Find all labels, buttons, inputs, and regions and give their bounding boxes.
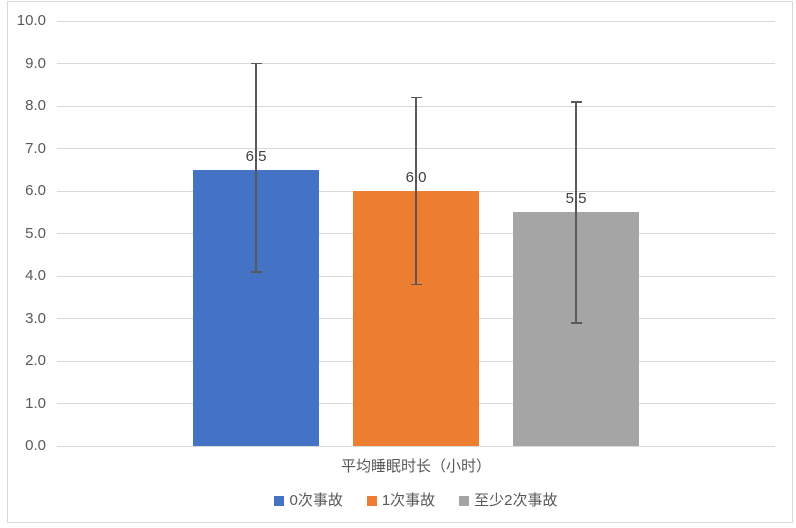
plot-area: 6.5 6.0 5.5 [57,20,775,447]
y-tick-label: 10.0 [16,12,46,29]
error-bar-cap [250,62,262,65]
error-bar-cap [570,322,582,324]
y-tick-label: 6.0 [25,182,46,199]
gridline [57,20,775,22]
y-tick-label: 9.0 [25,54,46,72]
y-tick-label: 1.0 [25,394,46,412]
data-label: 6.0 [405,169,427,186]
legend: 0次事故 1次事故 至少2次事故 [57,492,775,510]
legend-item: 至少2次事故 [459,492,558,510]
error-bar-cap [410,283,422,286]
gridline [57,445,775,447]
legend-label: 0次事故 [289,492,343,509]
error-bar-line [575,101,577,323]
data-label: 5.5 [565,190,587,208]
gridline [57,63,775,64]
y-tick-label: 5.0 [25,224,46,242]
x-axis-label: 平均睡眠时长（小时） [340,458,491,475]
y-tick-label: 2.0 [25,352,46,369]
y-tick-label: 0.0 [25,437,46,454]
legend-label: 1次事故 [381,492,436,509]
legend-item: 1次事故 [366,492,436,510]
error-bar-cap [570,101,582,103]
legend-label: 至少2次事故 [474,492,558,509]
y-tick-label: 7.0 [25,139,46,157]
y-tick-label: 3.0 [25,309,46,327]
error-bar-line [255,63,257,272]
error-bar-cap [410,96,422,99]
legend-swatch-icon [274,496,285,506]
y-tick-label: 8.0 [25,97,46,114]
error-bar-cap [250,271,262,273]
legend-item: 0次事故 [274,492,343,510]
legend-swatch-icon [459,496,470,506]
legend-swatch-icon [366,496,377,506]
error-bar-line [415,97,417,285]
data-label: 6.5 [245,147,267,165]
y-tick-label: 4.0 [25,267,46,284]
